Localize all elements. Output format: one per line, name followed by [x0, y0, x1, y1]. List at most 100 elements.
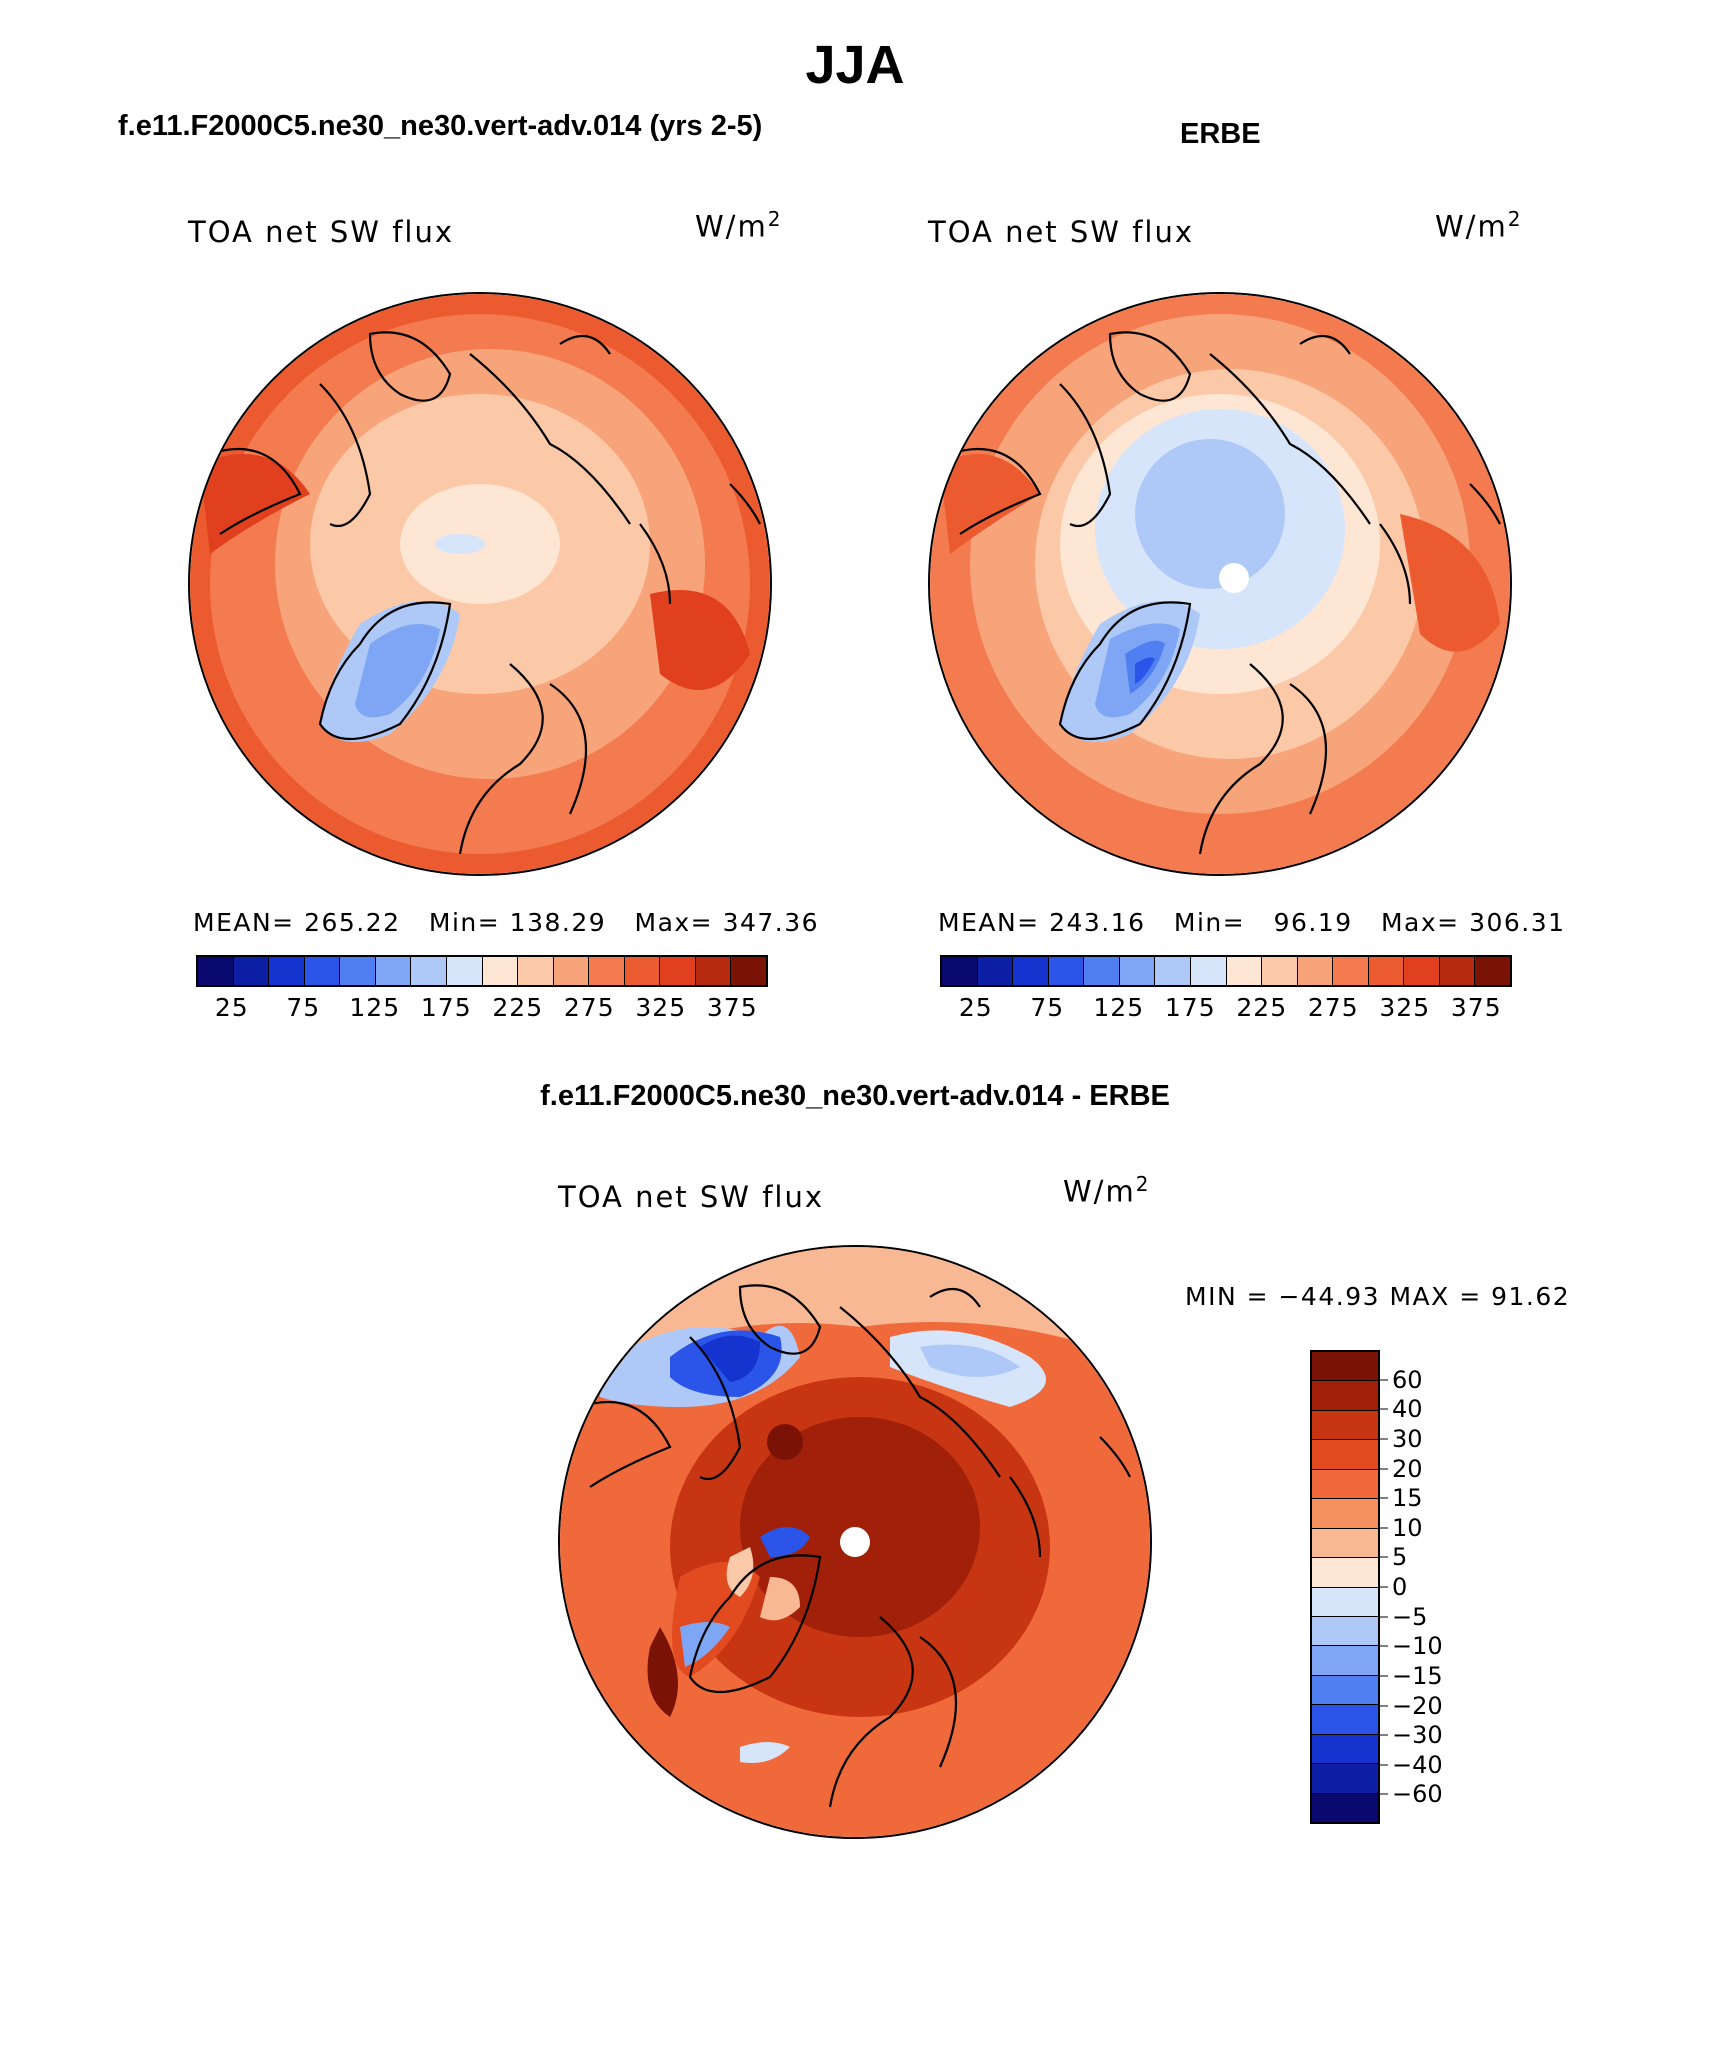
obs-variable-label: TOA net SW flux [928, 215, 1195, 249]
model-panel-heading: f.e11.F2000C5.ne30_ne30.vert-adv.014 (yr… [118, 110, 763, 142]
obs-colorbar-tick-label: 275 [1307, 993, 1359, 1022]
diff-colorbar-tick-label: −30 [1392, 1721, 1443, 1750]
diff-colorbar-tick-mark [1380, 1705, 1388, 1706]
obs-colorbar-swatch [1475, 957, 1510, 985]
model-colorbar-swatch [660, 957, 696, 985]
diff-colorbar-tick-mark [1380, 1616, 1388, 1618]
obs-colorbar-swatch [1119, 957, 1156, 985]
obs-colorbar-swatch [1226, 957, 1263, 985]
model-colorbar-swatch [233, 957, 270, 985]
diff-colorbar-ticks: 60 40 30 20 15 10 5 0 −5 −10 −15 −20 −30 −40 −60 [1380, 1350, 1500, 1824]
diff-colorbar-swatch [1312, 1646, 1378, 1676]
diff-colorbar-tick-label: −40 [1392, 1750, 1443, 1779]
model-colorbar-tick-label: 175 [420, 993, 472, 1022]
diff-colorbar-tick-mark [1380, 1675, 1388, 1677]
diff-colorbar-tick-label: −10 [1392, 1632, 1443, 1661]
model-colorbar-swatch [695, 957, 732, 985]
obs-colorbar-swatch [1404, 957, 1440, 985]
diff-colorbar-swatch [1312, 1558, 1378, 1588]
model-colorbar-swatch [411, 957, 447, 985]
diff-colorbar-swatch [1312, 1793, 1378, 1822]
model-colorbar-tick-label: 375 [706, 993, 758, 1022]
obs-polar-map [928, 292, 1512, 876]
model-colorbar-swatch [624, 957, 661, 985]
diff-colorbar-tick-label: 15 [1392, 1484, 1423, 1513]
diff-colorbar-swatch [1312, 1499, 1378, 1529]
model-colorbar-tick-label: 325 [635, 993, 687, 1022]
obs-colorbar-tick-label: 325 [1379, 993, 1431, 1022]
model-colorbar-swatch [375, 957, 412, 985]
diff-colorbar-swatch [1312, 1587, 1378, 1617]
model-colorbar-tick-label: 25 [214, 993, 249, 1022]
diff-colorbar-tick-mark [1380, 1408, 1388, 1410]
diff-colorbar [1310, 1350, 1380, 1824]
diff-panel-heading: f.e11.F2000C5.ne30_ne30.vert-adv.014 - E… [540, 1080, 1170, 1112]
diff-colorbar-swatch [1312, 1469, 1378, 1500]
diff-colorbar-tick-mark [1380, 1586, 1388, 1588]
diff-colorbar-tick-mark [1380, 1764, 1388, 1766]
model-colorbar-tick-label: 75 [286, 993, 321, 1022]
obs-colorbar-swatch [1262, 957, 1298, 985]
obs-colorbar-swatch [1155, 957, 1191, 985]
obs-colorbar-tick-label: 225 [1236, 993, 1288, 1022]
diff-colorbar-tick-mark [1380, 1734, 1388, 1736]
obs-colorbar-swatch [942, 957, 978, 985]
diff-colorbar-tick-mark [1380, 1527, 1388, 1529]
model-colorbar-swatch [340, 957, 376, 985]
model-colorbar-swatch [518, 957, 554, 985]
figure-title: JJA [805, 35, 905, 95]
diff-colorbar-swatch [1312, 1528, 1378, 1559]
obs-colorbar-tick-label: 375 [1450, 993, 1502, 1022]
diff-colorbar-tick-mark [1380, 1379, 1388, 1381]
diff-colorbar-tick-mark [1380, 1556, 1388, 1558]
obs-stats: MEAN= 243.16 Min= 96.19 Max= 306.31 [938, 908, 1566, 937]
obs-units-label: W/m2 [1435, 207, 1523, 244]
obs-colorbar-ticks: 25 75 125 175 225 275 325 375 [940, 993, 1512, 1023]
diff-colorbar-tick-label: 0 [1392, 1573, 1408, 1601]
obs-panel-heading: ERBE [1180, 118, 1261, 150]
obs-colorbar-swatch [1013, 957, 1049, 985]
obs-colorbar-swatch [1048, 957, 1085, 985]
model-colorbar-ticks: 25 75 125 175 225 275 325 375 [196, 993, 768, 1023]
obs-colorbar-swatch [1297, 957, 1334, 985]
model-colorbar-tick-label: 125 [349, 993, 401, 1022]
diff-colorbar-swatch [1312, 1764, 1378, 1794]
obs-colorbar-tick-label: 125 [1093, 993, 1145, 1022]
model-polar-map [188, 292, 772, 876]
model-variable-label: TOA net SW flux [188, 215, 455, 249]
model-colorbar-tick-label: 275 [563, 993, 615, 1022]
model-colorbar-swatch [482, 957, 519, 985]
model-colorbar-swatch [553, 957, 590, 985]
diff-variable-label: TOA net SW flux [558, 1180, 825, 1214]
obs-colorbar-swatch [1190, 957, 1227, 985]
diff-colorbar-tick-mark [1380, 1438, 1388, 1440]
model-colorbar-swatch [198, 957, 234, 985]
obs-colorbar-tick-label: 75 [1030, 993, 1065, 1022]
diff-colorbar-tick-mark [1380, 1497, 1388, 1499]
diff-colorbar-swatch [1312, 1440, 1378, 1470]
obs-colorbar [940, 955, 1512, 987]
diff-colorbar-tick-label: 30 [1392, 1424, 1423, 1453]
obs-colorbar-swatch [1333, 957, 1369, 985]
model-colorbar-swatch [269, 957, 305, 985]
diff-polar-map [558, 1245, 1152, 1839]
diff-colorbar-swatch [1312, 1410, 1378, 1441]
obs-colorbar-swatch [977, 957, 1014, 985]
diff-colorbar-swatch [1312, 1616, 1378, 1647]
diff-colorbar-swatch [1312, 1734, 1378, 1765]
diff-colorbar-tick-label: 5 [1392, 1543, 1408, 1572]
diff-colorbar-tick-label: −5 [1392, 1602, 1428, 1631]
diff-min-max: MIN = −44.93 MAX = 91.62 [1185, 1282, 1571, 1311]
diff-colorbar-swatch [1312, 1381, 1378, 1411]
model-colorbar [196, 955, 768, 987]
diff-colorbar-tick-label: −15 [1392, 1661, 1443, 1690]
obs-pole-mask [1219, 563, 1249, 593]
diff-colorbar-tick-label: 60 [1392, 1365, 1423, 1394]
obs-colorbar-swatch [1368, 957, 1405, 985]
obs-colorbar-swatch [1084, 957, 1120, 985]
model-stats: MEAN= 265.22 Min= 138.29 Max= 347.36 [193, 908, 820, 937]
model-units-label: W/m2 [695, 207, 783, 244]
obs-colorbar-tick-label: 25 [958, 993, 993, 1022]
model-colorbar-swatch [589, 957, 625, 985]
diff-colorbar-tick-mark [1380, 1793, 1388, 1795]
